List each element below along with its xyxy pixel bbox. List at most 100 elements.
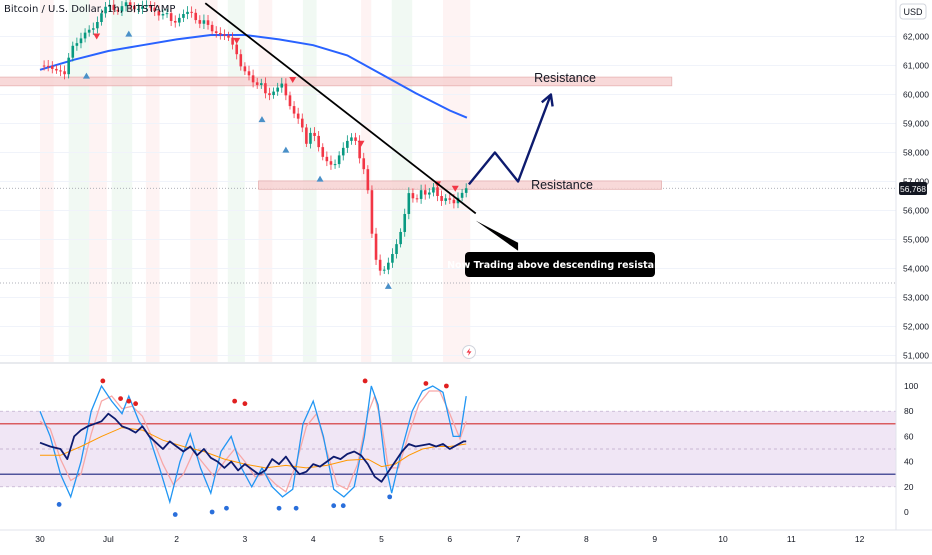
buy-signal-marker — [258, 116, 266, 123]
price-tick-label: 54,000 — [903, 264, 929, 274]
candle-body — [387, 262, 390, 270]
callout-pointer — [475, 220, 519, 251]
rsi-line — [39, 412, 467, 483]
candle-body — [214, 31, 218, 34]
candle-body — [100, 13, 103, 22]
candle-body — [178, 17, 181, 23]
sell-signal-marker — [357, 140, 365, 147]
candle-body — [210, 24, 214, 32]
candle-body — [329, 161, 333, 165]
time-tick-label: 3 — [243, 534, 248, 544]
candle-body — [313, 132, 316, 136]
candle-body — [198, 20, 202, 24]
candle-body — [227, 35, 230, 38]
time-tick-label: 7 — [516, 534, 521, 544]
symbol-title[interactable]: Bitcoin / U.S. Dollar, 1h, BITSTAMP — [4, 4, 176, 15]
currency-label: USD — [903, 7, 923, 17]
candle-body — [432, 187, 435, 193]
candle-body — [247, 71, 251, 76]
candle-body — [464, 188, 468, 193]
resistance-zones — [0, 76, 673, 190]
candle-body — [341, 147, 345, 156]
candle-body — [83, 32, 87, 39]
time-tick-label: 10 — [718, 534, 728, 544]
stoch-k-line — [39, 384, 467, 505]
sell-signal-marker — [233, 37, 241, 44]
projection-path — [467, 94, 553, 186]
candle-body — [403, 213, 407, 232]
candle-body — [321, 147, 325, 157]
price-tick-label: 61,000 — [903, 61, 929, 71]
overbought-dot — [242, 401, 248, 407]
candle-body — [71, 45, 75, 58]
candle-body — [288, 95, 292, 107]
oscillator-tick-label: 80 — [904, 406, 914, 416]
candle-body — [186, 11, 189, 15]
candle-body — [202, 20, 206, 24]
candle-body — [391, 254, 394, 263]
candle-body — [423, 190, 427, 195]
replay-lightning-icon[interactable] — [462, 345, 476, 359]
oversold-dot — [293, 505, 299, 511]
candle-body — [87, 29, 91, 33]
buy-signal-marker — [316, 175, 324, 182]
candle-body — [104, 6, 107, 14]
time-tick-label: Jul — [103, 534, 114, 544]
stoch-d-line — [39, 390, 467, 493]
projection-arrowhead — [541, 93, 554, 107]
candle-body — [46, 65, 50, 67]
candle-body — [132, 5, 136, 10]
candle-body — [124, 2, 128, 7]
time-tick-label: 6 — [447, 534, 452, 544]
currency-badge[interactable] — [899, 3, 927, 20]
oscillator-tick-label: 0 — [904, 507, 909, 517]
candle-body — [284, 83, 288, 96]
oversold-dot — [209, 509, 215, 515]
candle-body — [317, 135, 320, 148]
descending-trendline — [204, 2, 477, 215]
candle-body — [50, 66, 54, 69]
overbought-dot — [118, 396, 123, 401]
candle-body — [161, 14, 165, 16]
oscillator-tick-label: 100 — [904, 381, 918, 391]
candle-body — [259, 83, 263, 85]
oscillator-tick-label: 60 — [904, 431, 914, 441]
candle-body — [120, 6, 124, 12]
resistance-label-upper: Resistance — [534, 71, 596, 85]
candle-body — [128, 2, 132, 6]
time-tick-label: 12 — [855, 534, 865, 544]
resistance-zone — [258, 180, 662, 190]
candlesticks — [42, 0, 468, 276]
price-tick-label: 52,000 — [903, 322, 929, 332]
signal-markers — [82, 30, 459, 289]
candle-body — [300, 118, 304, 128]
candle-body — [411, 193, 415, 199]
last-price-label: 56,768 — [900, 184, 926, 194]
overbought-dot — [232, 398, 238, 404]
candle-body — [75, 43, 79, 46]
oscillator-tick-label: 40 — [904, 457, 914, 467]
candle-body — [96, 22, 99, 29]
price-tick-label: 53,000 — [903, 293, 929, 303]
candle-body — [55, 68, 58, 71]
oversold-dot — [224, 505, 229, 511]
candle-body — [206, 20, 210, 25]
sell-signal-marker — [451, 185, 459, 192]
candle-body — [452, 199, 456, 204]
candle-body — [153, 7, 157, 12]
candle-body — [292, 106, 296, 114]
candle-body — [448, 198, 452, 200]
candle-body — [141, 6, 144, 9]
price-tick-label: 62,000 — [903, 32, 929, 42]
candle-body — [231, 37, 234, 45]
price-tick-label: 60,000 — [903, 90, 929, 100]
time-tick-label: 2 — [174, 534, 179, 544]
candle-body — [235, 44, 239, 55]
overbought-dot — [126, 398, 132, 404]
candle-body — [264, 83, 267, 94]
candle-body — [219, 33, 222, 35]
moving-average-line — [39, 34, 468, 119]
candle-body — [440, 196, 443, 201]
